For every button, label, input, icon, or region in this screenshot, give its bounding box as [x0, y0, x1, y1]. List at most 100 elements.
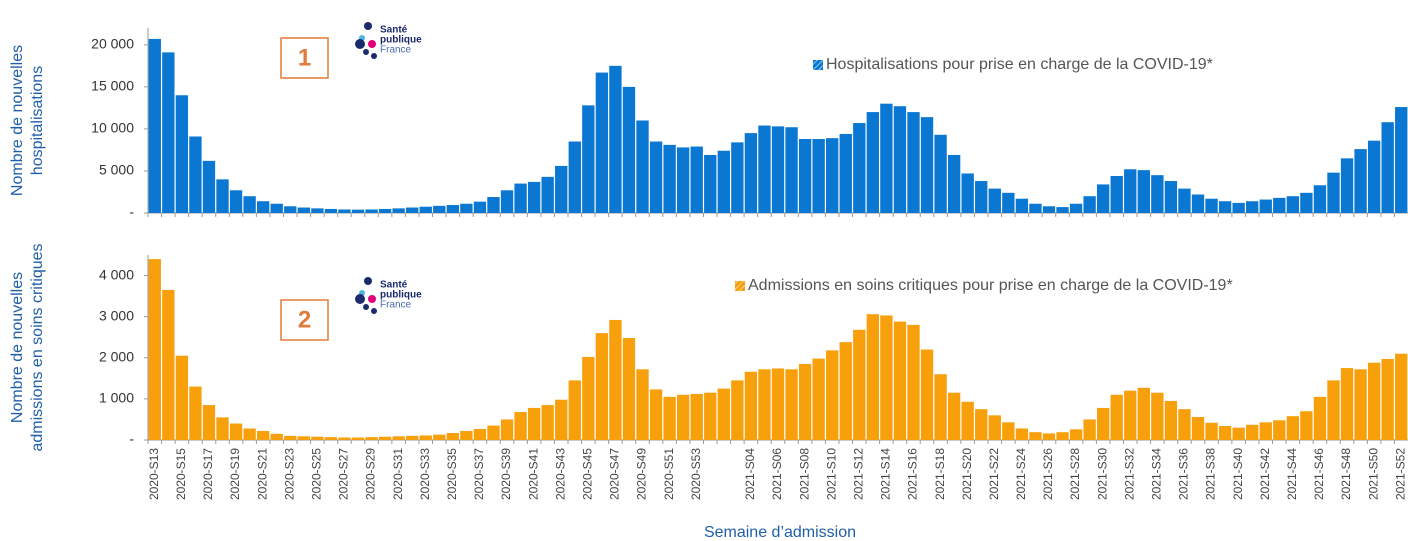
bar: [893, 106, 907, 213]
bar: [568, 380, 581, 440]
legend-swatch: [813, 60, 823, 70]
bar: [433, 434, 446, 440]
bar: [704, 154, 717, 213]
x-tick-label: 2021-S36: [1177, 448, 1191, 500]
bar: [609, 65, 622, 213]
bar: [853, 123, 866, 213]
bar: [676, 147, 690, 213]
logo-dot: [368, 40, 376, 48]
bar: [1191, 416, 1205, 440]
bar: [731, 380, 744, 440]
bar: [256, 201, 270, 213]
bar: [649, 141, 663, 213]
x-tick-label: 2020-S33: [418, 448, 432, 500]
x-tick-label: 2020-S51: [662, 448, 676, 500]
bar: [1110, 394, 1123, 440]
bar: [392, 436, 405, 440]
bar: [1042, 433, 1056, 440]
x-tick-label: 2021-S48: [1339, 448, 1353, 500]
bar: [311, 436, 324, 440]
bar: [880, 315, 893, 440]
bar: [947, 154, 961, 213]
x-tick-label: 2020-S19: [228, 448, 242, 500]
bar: [189, 136, 202, 213]
bar: [311, 208, 324, 213]
bar: [1381, 359, 1394, 440]
x-tick-label: 2021-S38: [1204, 448, 1218, 500]
bar: [961, 401, 974, 440]
x-tick-label: 2020-S49: [635, 448, 649, 500]
bar: [1029, 203, 1042, 213]
x-tick-label: 2020-S17: [201, 448, 215, 500]
logo-dot: [363, 49, 369, 55]
bar: [609, 319, 622, 440]
bar: [717, 388, 730, 440]
x-tick-label: 2021-S12: [851, 448, 865, 500]
bar: [1232, 427, 1245, 440]
bar: [365, 209, 378, 213]
x-tick-label: 2021-S30: [1095, 448, 1109, 500]
bar: [392, 208, 405, 213]
bar: [826, 350, 839, 440]
x-tick-label: 2021-S04: [743, 448, 757, 500]
bar: [1340, 158, 1354, 213]
logo-dot: [371, 308, 377, 314]
y-axis-title: admissions en soins critiques: [29, 243, 46, 451]
y-axis-title: Nombre de nouvelles: [9, 45, 26, 196]
bar: [1124, 390, 1137, 440]
bar: [1069, 429, 1083, 440]
bar: [744, 133, 758, 213]
bar: [866, 112, 880, 213]
bar: [1029, 432, 1042, 440]
logo-text: publique: [380, 35, 422, 46]
bar: [1056, 432, 1069, 440]
bar: [1246, 201, 1259, 213]
bar: [1096, 184, 1110, 213]
bar: [406, 435, 419, 440]
bar: [1110, 176, 1123, 213]
bar: [1300, 411, 1313, 440]
bar: [175, 95, 189, 213]
bar: [216, 179, 229, 213]
bar: [676, 394, 690, 440]
bar: [1340, 368, 1354, 440]
bar: [148, 38, 161, 213]
panel-number: 2: [298, 306, 311, 333]
bar: [324, 437, 338, 440]
bar: [162, 289, 175, 440]
bar: [527, 407, 541, 440]
bar: [433, 205, 446, 213]
bar: [595, 72, 609, 214]
bar: [988, 188, 1001, 213]
logo-dot: [355, 39, 365, 49]
bar: [1137, 387, 1150, 440]
x-tick-label: 2021-S32: [1122, 448, 1136, 500]
x-tick-label: 2020-S37: [472, 448, 486, 500]
y-axis-title: hospitalisations: [29, 66, 46, 175]
bar: [663, 396, 676, 440]
bar: [717, 150, 730, 213]
bar: [975, 181, 988, 213]
logo-dot: [371, 53, 377, 59]
bar: [243, 428, 256, 440]
bar: [582, 356, 595, 440]
bar: [731, 142, 744, 213]
bar: [1096, 407, 1110, 440]
bar: [785, 127, 798, 213]
x-tick-label: 2021-S24: [1014, 448, 1028, 500]
bar: [1151, 175, 1164, 213]
bar: [771, 126, 785, 213]
bar: [351, 209, 365, 213]
bar: [338, 437, 351, 440]
bar: [1164, 181, 1178, 213]
bar: [514, 183, 527, 213]
bar: [162, 52, 175, 213]
bar: [297, 207, 310, 213]
bar: [798, 363, 812, 440]
bar: [1205, 198, 1218, 213]
bar: [1367, 362, 1381, 440]
bar: [1178, 409, 1191, 440]
x-tick-label: 2020-S39: [499, 448, 513, 500]
bar: [1151, 392, 1164, 440]
bar: [1164, 400, 1178, 440]
